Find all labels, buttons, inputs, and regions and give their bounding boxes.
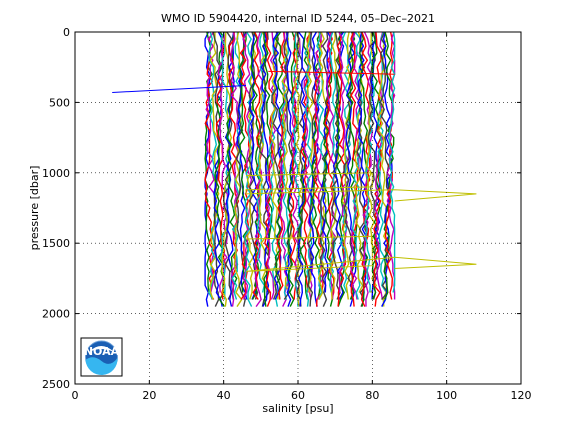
profile-line: [269, 31, 280, 300]
profile-line: [204, 31, 213, 293]
profile-line: [367, 31, 380, 300]
chart-title: WMO ID 5904420, internal ID 5244, 05–Dec…: [161, 12, 435, 25]
profile-line: [320, 31, 332, 293]
logo-text: NOAA: [84, 345, 120, 358]
noaa-logo: NOAA: [80, 337, 123, 377]
profile-line: [373, 31, 383, 307]
x-tick-label: 0: [72, 389, 79, 402]
x-tick-label: 40: [217, 389, 231, 402]
x-tick-label: 100: [436, 389, 457, 402]
profile-line: [229, 31, 240, 307]
y-tick-label: 1000: [42, 167, 70, 180]
profile-line: [381, 31, 393, 307]
y-axis-label: pressure [dbar]: [28, 166, 41, 251]
profile-line: [388, 31, 396, 293]
profile-line: [239, 31, 251, 300]
profile-line: [224, 31, 235, 307]
profile-line: [252, 31, 263, 300]
profile-line: [233, 31, 244, 307]
x-tick-label: 80: [365, 389, 379, 402]
profile-line: [322, 31, 334, 307]
profile-line: [353, 31, 364, 293]
profile-line: [244, 31, 254, 307]
profile-line: [377, 31, 388, 307]
y-tick-label: 2500: [42, 378, 70, 391]
profile-line: [341, 31, 353, 300]
y-tick-label: 1500: [42, 237, 70, 250]
profile-line: [286, 31, 298, 307]
profile-line: [242, 31, 253, 300]
profile-line: [285, 31, 297, 307]
profile-line: [215, 31, 227, 300]
x-tick-label: 20: [142, 389, 156, 402]
profile-lines: [204, 31, 396, 308]
profile-line: [329, 31, 341, 300]
profile-line: [351, 31, 364, 300]
y-axis-ticks: 0 500 1000 1500 2000 2500: [42, 26, 521, 391]
outlier-line: [268, 70, 395, 75]
x-tick-label: 60: [291, 389, 305, 402]
profile-line: [384, 31, 395, 300]
x-tick-label: 120: [511, 389, 532, 402]
profile-line: [324, 31, 335, 300]
logo-wave-icon: [85, 357, 118, 376]
outlier-line: [245, 172, 477, 202]
y-tick-label: 500: [49, 96, 70, 109]
logo-bird-icon: [89, 346, 114, 352]
x-axis-label: salinity [psu]: [262, 402, 333, 415]
grid-lines: [75, 32, 521, 384]
x-axis-ticks: 0 20 40 60 80 100 120: [72, 32, 532, 402]
profile-line: [260, 31, 270, 307]
y-tick-label: 0: [63, 26, 70, 39]
outlier-line: [112, 85, 247, 93]
profile-line: [302, 31, 314, 300]
profile-line: [249, 31, 260, 300]
y-tick-label: 2000: [42, 308, 70, 321]
